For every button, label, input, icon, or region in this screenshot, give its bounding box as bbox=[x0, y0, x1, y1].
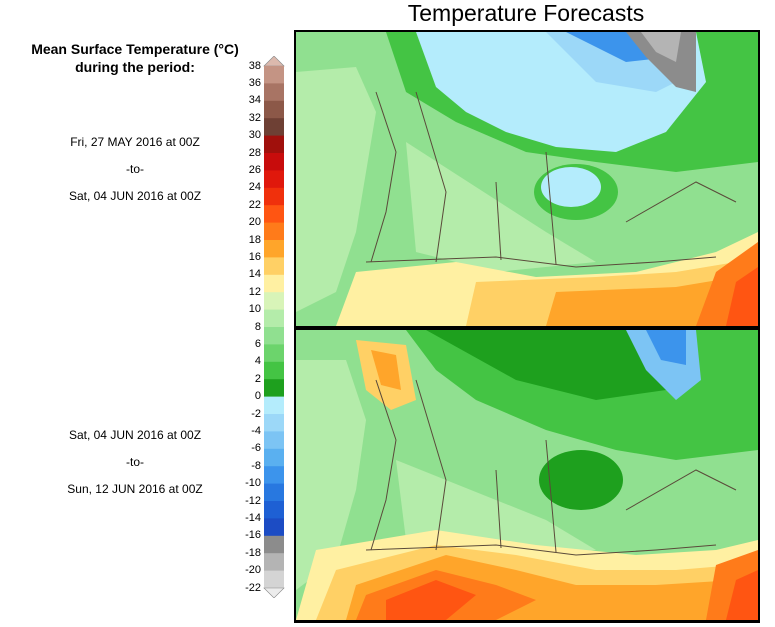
scale-swatch bbox=[264, 187, 284, 206]
color-scale-bar bbox=[263, 56, 285, 598]
scale-swatch bbox=[264, 553, 284, 572]
scale-swatch bbox=[264, 274, 284, 293]
scale-swatch bbox=[264, 135, 284, 154]
scale-swatch bbox=[264, 222, 284, 241]
scale-swatch bbox=[264, 118, 284, 137]
scale-swatch bbox=[264, 483, 284, 502]
scale-label: 28 bbox=[248, 146, 261, 159]
scale-swatch bbox=[264, 100, 284, 119]
legend-title-line1: Mean Surface Temperature (°C) bbox=[31, 41, 239, 57]
scale-label: 22 bbox=[248, 198, 261, 211]
scale-label: 8 bbox=[254, 320, 261, 333]
map-period1 bbox=[296, 32, 758, 326]
scale-swatch bbox=[264, 292, 284, 311]
legend-title-line2: during the period: bbox=[75, 59, 195, 75]
scale-swatch bbox=[264, 170, 284, 189]
scale-label: -18 bbox=[245, 546, 261, 559]
scale-swatch bbox=[264, 344, 284, 363]
period2-separator: -to- bbox=[126, 455, 144, 469]
scale-swatch bbox=[264, 431, 284, 450]
scale-swatch bbox=[264, 309, 284, 328]
map-period2 bbox=[296, 330, 758, 620]
scale-label: 10 bbox=[248, 303, 261, 316]
scale-label: -8 bbox=[251, 459, 261, 472]
scale-label: 26 bbox=[248, 163, 261, 176]
scale-swatch bbox=[264, 501, 284, 519]
scale-label: 32 bbox=[248, 111, 261, 124]
scale-label: 6 bbox=[254, 337, 261, 350]
map-panel-period1 bbox=[294, 30, 760, 328]
scale-swatch bbox=[264, 327, 284, 345]
scale-label: 36 bbox=[248, 76, 261, 89]
color-scale-labels: 38 36 34 32 30 28 26 24 22 20 18 16 14 12 10 8 6 4 2 0 -2 -4-… bbox=[236, 56, 261, 598]
scale-label: -16 bbox=[245, 529, 261, 542]
scale-label: 20 bbox=[248, 216, 261, 229]
scale-swatch bbox=[264, 535, 284, 554]
scale-swatch bbox=[264, 153, 284, 171]
period2-end: Sun, 12 JUN 2016 at 00Z bbox=[67, 482, 203, 496]
scale-swatch bbox=[264, 570, 284, 589]
scale-arrow-top bbox=[263, 56, 285, 67]
scale-label: 16 bbox=[248, 250, 261, 263]
scale-label: -10 bbox=[245, 477, 261, 490]
scale-label: 2 bbox=[254, 372, 261, 385]
map-panel-period2 bbox=[294, 328, 760, 622]
scale-label: 18 bbox=[248, 233, 261, 246]
scale-swatch bbox=[264, 448, 284, 467]
scale-swatch bbox=[264, 379, 284, 398]
period1-start: Fri, 27 MAY 2016 at 00Z bbox=[70, 135, 200, 149]
scale-label: 14 bbox=[248, 268, 261, 281]
scale-swatch bbox=[264, 240, 284, 258]
period1-separator: -to- bbox=[126, 162, 144, 176]
scale-swatch bbox=[264, 83, 284, 102]
scale-label: 4 bbox=[254, 355, 261, 368]
scale-label: 0 bbox=[254, 390, 261, 403]
scale-swatch bbox=[264, 257, 284, 276]
scale-swatch bbox=[264, 396, 284, 415]
scale-label: -12 bbox=[245, 494, 261, 507]
scale-label: -2 bbox=[251, 407, 261, 420]
scale-swatch bbox=[264, 66, 284, 84]
period2-start: Sat, 04 JUN 2016 at 00Z bbox=[68, 428, 202, 442]
scale-swatch bbox=[264, 466, 284, 485]
scale-label: 30 bbox=[248, 129, 261, 142]
scale-arrow-bottom bbox=[263, 587, 285, 598]
scale-swatch bbox=[264, 361, 284, 380]
legend-title: Mean Surface Temperature (°C) during the… bbox=[4, 40, 266, 76]
scale-swatch bbox=[264, 414, 284, 432]
page-title: Temperature Forecasts bbox=[407, 0, 645, 26]
scale-label: 34 bbox=[248, 94, 261, 107]
scale-label: -20 bbox=[245, 564, 261, 577]
scale-swatch bbox=[264, 205, 284, 224]
period1-end: Sat, 04 JUN 2016 at 00Z bbox=[68, 189, 202, 203]
scale-label: -14 bbox=[245, 511, 261, 524]
scale-label: 24 bbox=[248, 181, 261, 194]
scale-swatch bbox=[264, 518, 284, 537]
scale-label: 12 bbox=[248, 285, 261, 298]
scale-label: -22 bbox=[245, 581, 261, 594]
scale-label: -6 bbox=[251, 442, 261, 455]
scale-label: 38 bbox=[248, 59, 261, 72]
bottom-rule bbox=[294, 622, 760, 623]
scale-label: -4 bbox=[251, 424, 261, 437]
